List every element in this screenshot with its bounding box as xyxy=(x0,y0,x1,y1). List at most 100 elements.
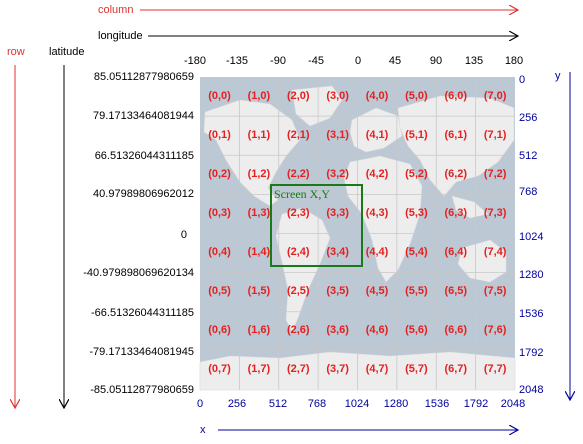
tile-label: (2,2) xyxy=(286,167,310,180)
tile-label: (3,4) xyxy=(326,246,349,258)
tile-label: (5,5) xyxy=(405,285,428,298)
tile-label: (0,1) xyxy=(208,128,231,141)
tile-label: (2,4) xyxy=(286,246,310,258)
latitude-tick: -79.17133464081945 xyxy=(89,346,194,358)
tile-label: (6,2) xyxy=(444,167,468,180)
pixel-y-tick: 0 xyxy=(519,74,526,86)
column-label: column xyxy=(98,4,134,16)
tile-label: (2,5) xyxy=(286,285,310,298)
tile-label: (6,1) xyxy=(444,128,468,141)
latitude-tick: -40.979898069620134 xyxy=(83,267,194,279)
longitude-tick: 90 xyxy=(429,55,443,67)
pixel-x-tick: 1536 xyxy=(424,398,450,410)
tile-label: (2,7) xyxy=(286,363,310,376)
pixel-y-tick: 1792 xyxy=(519,347,544,359)
tile-label: (4,3) xyxy=(365,206,389,219)
tile-label: (3,3) xyxy=(326,206,349,219)
australia-shape xyxy=(457,239,507,283)
europe-shape xyxy=(349,107,403,153)
tile-label: (2,0) xyxy=(286,89,310,102)
tile-label: (5,0) xyxy=(405,89,428,102)
latitude-tick: 0 xyxy=(180,229,187,241)
tile-label: (4,5) xyxy=(365,285,389,298)
tile-label: (4,7) xyxy=(365,363,389,376)
africa-shape xyxy=(343,155,423,283)
pixel-y-tick: 1536 xyxy=(519,308,544,320)
row-label: row xyxy=(7,46,25,58)
latitude-tick: 79.17133464081944 xyxy=(93,110,194,122)
south-america-shape xyxy=(275,207,331,333)
pixel-y-tick: 256 xyxy=(519,112,538,124)
pixel-x-tick: 512 xyxy=(268,398,288,410)
longitude-tick: -135 xyxy=(225,55,249,67)
tile-label: (6,6) xyxy=(444,324,468,337)
longitude-tick: 0 xyxy=(354,55,362,67)
tile-label: (5,1) xyxy=(405,128,428,141)
tile-label: (3,0) xyxy=(326,89,349,102)
tile-label: (6,4) xyxy=(444,246,468,258)
pixel-y-tick: 1024 xyxy=(519,231,544,243)
pixel-y-tick: 1280 xyxy=(519,269,544,281)
tile-label: (0,2) xyxy=(208,167,231,180)
tile-label: (7,2) xyxy=(483,167,507,180)
tile-label: (5,2) xyxy=(405,167,428,180)
pixel-y-tick: 2048 xyxy=(519,384,544,396)
tile-label: (0,3) xyxy=(208,206,231,219)
tile-label: (1,4) xyxy=(247,246,271,258)
latitude-tick: -66.51326044311185 xyxy=(91,307,194,319)
tile-label: (3,6) xyxy=(326,324,349,337)
latitude-tick: -85.05112877980659 xyxy=(90,384,194,396)
tile-label: (3,5) xyxy=(326,285,349,298)
latitude-tick: 40.97989806962012 xyxy=(93,188,194,200)
longitude-tick: -180 xyxy=(183,55,207,67)
tile-label: (7,1) xyxy=(483,128,507,141)
tile-label: (6,5) xyxy=(444,285,468,298)
tile-label: (3,1) xyxy=(326,128,349,141)
longitude-tick: -90 xyxy=(270,55,286,67)
tile-label: (4,6) xyxy=(365,324,389,337)
pixel-x-label: x xyxy=(200,424,206,436)
tile-label: (2,1) xyxy=(286,128,310,141)
tile-label: (7,6) xyxy=(483,324,507,337)
pixel-y-tick: 512 xyxy=(519,150,538,162)
screen-box-label: Screen X,Y xyxy=(274,187,330,201)
asia-shape xyxy=(397,95,515,197)
longitude-tick: -45 xyxy=(308,55,324,67)
tile-label: (5,3) xyxy=(405,206,428,219)
tile-label: (7,5) xyxy=(483,285,507,298)
tile-label: (2,3) xyxy=(286,206,310,219)
southeast-asia-shape xyxy=(451,195,489,219)
pixel-y-tick: 768 xyxy=(519,186,538,198)
tile-label: (7,3) xyxy=(483,206,507,219)
pixel-x-tick: 2048 xyxy=(500,398,526,410)
longitude-tick: 180 xyxy=(504,55,524,67)
tile-label: (6,0) xyxy=(444,89,468,102)
pixel-x-tick: 1024 xyxy=(344,398,370,410)
longitude-label: longitude xyxy=(98,30,143,42)
pixel-x-tick: 256 xyxy=(227,398,247,410)
longitude-tick: 45 xyxy=(388,55,402,67)
tile-label: (1,7) xyxy=(247,363,271,376)
tile-label: (3,2) xyxy=(326,167,349,180)
tile-label: (4,1) xyxy=(365,128,389,141)
tile-label: (5,4) xyxy=(405,246,428,258)
tile-label: (4,0) xyxy=(365,89,389,102)
world-map xyxy=(199,77,516,391)
tile-label: (1,3) xyxy=(247,206,271,219)
tile-label: (3,7) xyxy=(326,363,349,376)
tile-label: (0,0) xyxy=(208,89,231,102)
longitude-tick: 135 xyxy=(464,55,484,67)
screen-box xyxy=(270,184,363,267)
tile-label: (1,1) xyxy=(247,128,271,141)
tile-label: (7,4) xyxy=(483,246,507,258)
latitude-tick: 85.05112877980659 xyxy=(93,71,194,83)
tile-label: (4,4) xyxy=(365,246,389,258)
tile-label: (0,7) xyxy=(208,363,231,376)
pixel-x-tick: 768 xyxy=(307,398,327,410)
tile-label: (0,6) xyxy=(208,324,231,337)
tile-label: (7,7) xyxy=(483,363,507,376)
latitude-tick: 66.51326044311185 xyxy=(94,150,194,162)
tile-label: (0,5) xyxy=(208,285,231,298)
tile-label: (6,3) xyxy=(444,206,468,219)
